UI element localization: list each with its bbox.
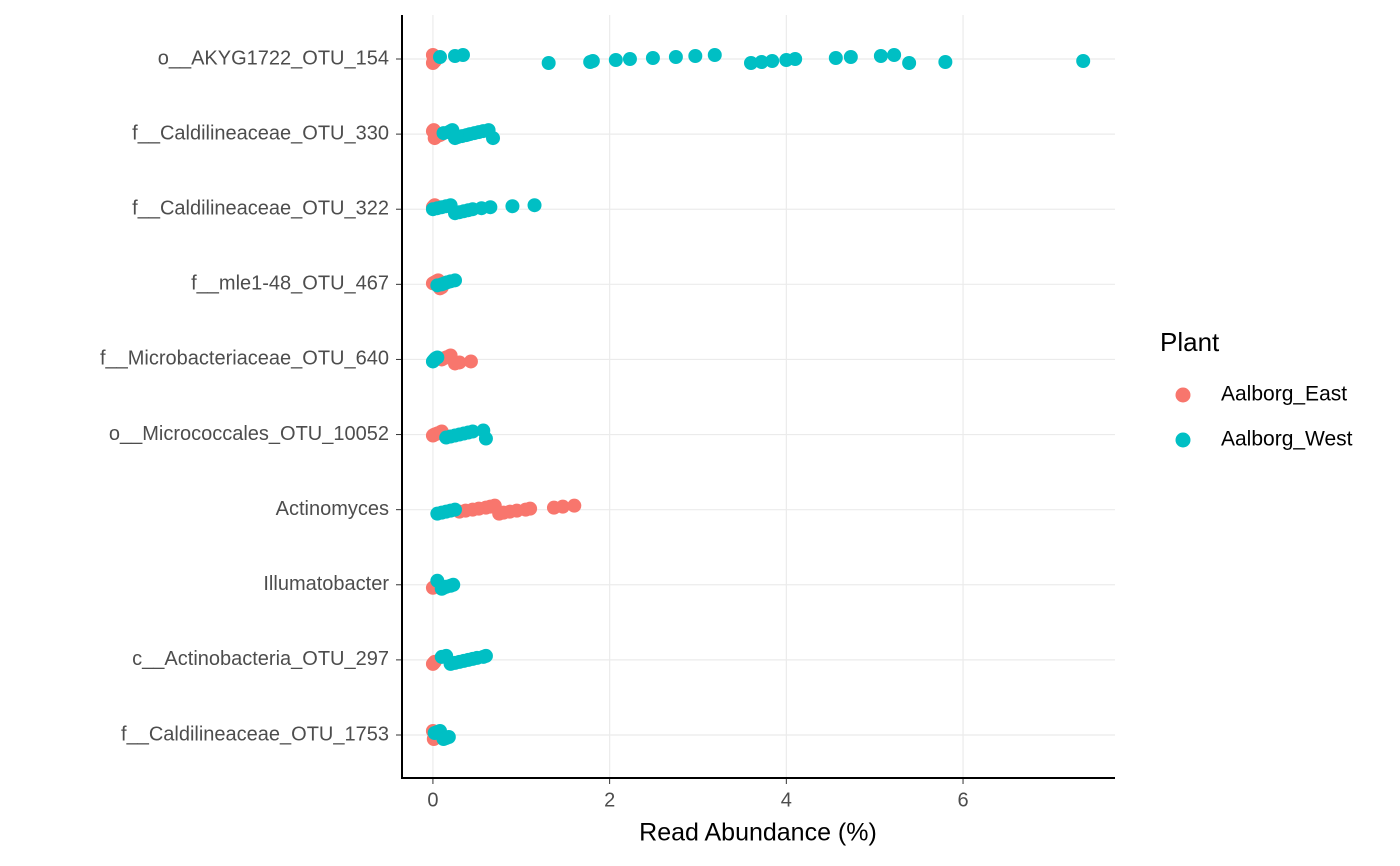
data-point: [555, 499, 570, 514]
data-point: [688, 49, 703, 63]
data-point: [523, 501, 538, 516]
data-point: [478, 648, 493, 663]
data-point: [887, 48, 902, 62]
data-point: [441, 730, 456, 744]
data-point: [465, 424, 480, 439]
data-point: [765, 54, 780, 68]
data-point: [455, 48, 470, 62]
data-point: [463, 354, 478, 369]
data-point: [446, 577, 461, 592]
x-tick-label: 6: [957, 789, 968, 811]
y-tick-label: f__Microbacteriaceae_OTU_640: [100, 348, 389, 370]
y-tick-label: Actinomyces: [276, 498, 389, 520]
y-tick-label: o__AKYG1722_OTU_154: [158, 47, 389, 69]
y-tick-label: o__Micrococcales_OTU_10052: [109, 423, 389, 445]
y-tick-label: c__Actinobacteria_OTU_297: [132, 648, 389, 670]
data-point: [743, 56, 758, 70]
data-point: [486, 131, 501, 146]
data-point: [707, 48, 722, 62]
data-point: [622, 52, 637, 66]
legend-title: Plant: [1160, 327, 1220, 357]
x-axis-label: Read Abundance (%): [639, 819, 877, 847]
legend-label: Aalborg_East: [1221, 383, 1347, 406]
data-point: [843, 50, 858, 64]
data-point: [585, 54, 600, 68]
data-point: [754, 55, 769, 69]
data-point: [828, 51, 843, 65]
x-tick-label: 2: [604, 789, 615, 811]
data-point: [608, 53, 623, 67]
legend-marker: [1175, 387, 1191, 403]
data-point: [448, 273, 463, 288]
data-point: [938, 55, 953, 69]
y-tick-label: f__mle1-48_OTU_467: [191, 273, 389, 295]
y-tick-label: f__Caldilineaceae_OTU_322: [132, 198, 389, 220]
data-point: [873, 49, 888, 63]
y-tick-label: f__Caldilineaceae_OTU_330: [132, 122, 389, 144]
data-point: [430, 350, 445, 365]
data-point: [567, 498, 582, 513]
data-point: [452, 355, 467, 370]
data-point: [527, 198, 542, 213]
y-tick-label: f__Caldilineaceae_OTU_1753: [121, 723, 389, 745]
data-point: [448, 502, 463, 517]
data-point: [505, 199, 520, 214]
data-point: [645, 51, 660, 65]
data-point: [788, 52, 803, 66]
data-point: [541, 56, 556, 70]
y-tick-label: Illumatobacter: [263, 573, 389, 595]
legend-marker: [1175, 432, 1191, 448]
legend-label: Aalborg_West: [1221, 428, 1353, 451]
data-point: [902, 56, 917, 70]
data-point: [478, 431, 493, 446]
x-tick-label: 4: [781, 789, 792, 811]
data-point: [483, 200, 498, 215]
data-point: [668, 50, 683, 64]
x-tick-label: 0: [427, 789, 438, 811]
data-point: [1076, 54, 1091, 68]
data-point: [432, 50, 447, 64]
